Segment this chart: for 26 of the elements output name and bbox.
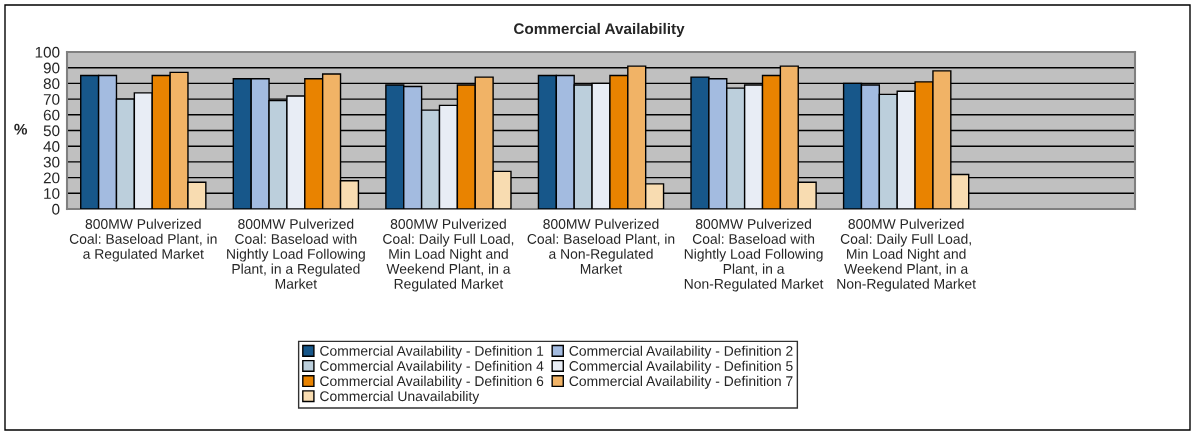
y-tick-label: 80 — [43, 78, 60, 90]
y-tick-label: 100 — [35, 46, 60, 58]
x-tick-label: 800MW Pulverized Coal: Baseload Plant, in a Non-Regulated Market — [527, 218, 675, 274]
x-tick-label: 800MW Pulverized Coal: Baseload with Nightly Load Following Plant, in a Non-Regulated Market — [684, 218, 824, 292]
y-tick-label: 40 — [43, 141, 60, 152]
y-tick-label: 70 — [43, 93, 60, 105]
legend-label: Commercial Availability - Definition 4 — [320, 360, 544, 374]
legend-label: Commercial Availability - Definition 2 — [569, 345, 793, 359]
y-axis-title: % — [14, 123, 28, 135]
y-tick-label: 0 — [52, 203, 60, 215]
y-tick-label: 50 — [43, 125, 60, 137]
x-tick-label: 800MW Pulverized Coal: Daily Full Load, Min Load Night and Weekend Plant, in a Regulated Market — [383, 218, 514, 292]
y-tick-label: 10 — [44, 188, 60, 199]
legend-label: Commercial Availability - Definition 5 — [569, 360, 793, 374]
legend-label: Commercial Availability - Definition 6 — [320, 375, 544, 389]
y-tick-label: 20 — [43, 172, 60, 184]
y-tick-label: 90 — [43, 62, 60, 74]
x-tick-label: 800MW Pulverized Coal: Daily Full Load, Min Load Night and Weekend Plant, in a Non-Regulated Market — [837, 218, 976, 292]
legend-label: Commercial Availability - Definition 1 — [320, 345, 544, 359]
legend-label: Commercial Availability - Definition 7 — [569, 375, 793, 389]
y-tick-label: 30 — [43, 156, 60, 168]
legend-label: Commercial Unavailability — [320, 390, 480, 404]
x-tick-label: 800MW Pulverized Coal: Baseload Plant, in a Regulated Market — [69, 218, 217, 262]
chart-title: Commercial Availability — [514, 22, 685, 38]
y-tick-label: 60 — [43, 109, 60, 121]
x-tick-label: 800MW Pulverized Coal: Baseload with Nightly Load Following Plant, in a Regulated Market — [227, 218, 365, 289]
